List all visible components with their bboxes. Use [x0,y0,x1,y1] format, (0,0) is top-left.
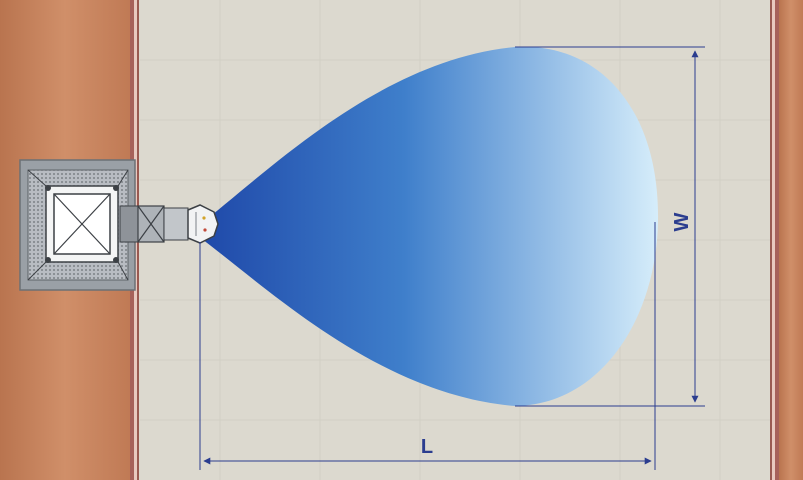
diffuser-nozzle [187,204,219,244]
supply-duct [119,205,189,243]
right-wall [770,0,803,480]
width-label: W [671,212,693,231]
width-dimension [515,46,705,407]
air-handling-unit [19,159,136,291]
air-throw-pattern [198,46,659,406]
length-label: L [421,436,433,458]
length-dimension [199,222,656,470]
